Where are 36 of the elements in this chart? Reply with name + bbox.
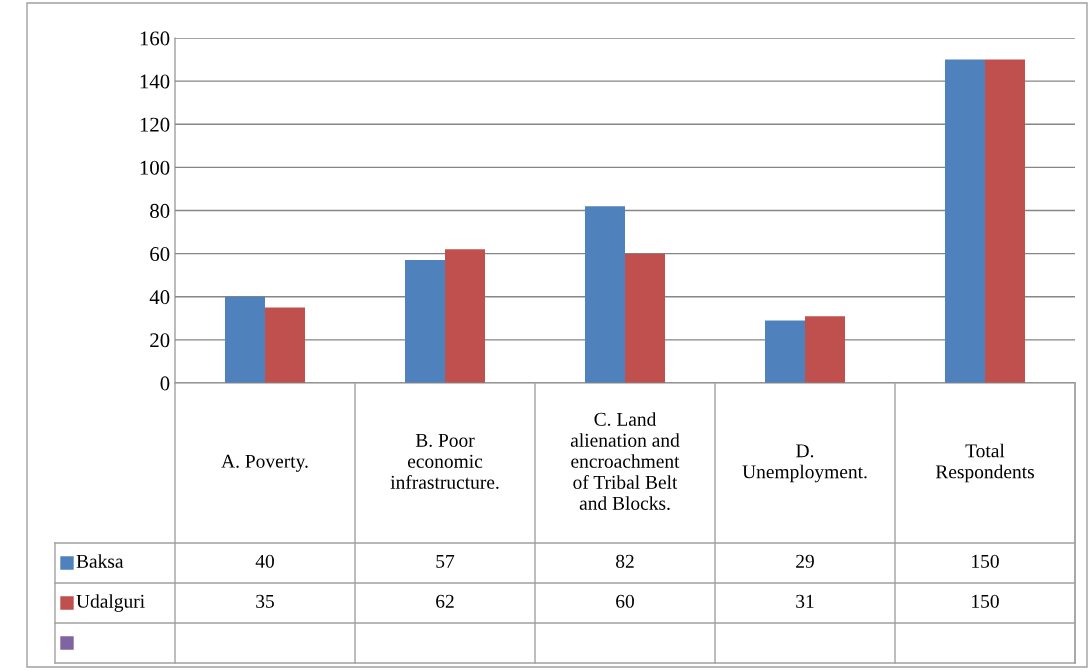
bar	[405, 260, 445, 383]
bar	[625, 253, 665, 383]
data-label: 82	[616, 554, 634, 568]
y-tick-label: 140	[140, 74, 170, 89]
x-tick-label: A. Poverty.	[221, 454, 308, 472]
legend-label: Udalguri	[76, 594, 145, 612]
bar	[765, 320, 805, 383]
y-tick-label: 160	[140, 31, 170, 46]
x-tick-label: D. Unemployment.	[742, 444, 867, 483]
y-tick-label: 80	[150, 203, 170, 218]
x-tick-label: B. Poor economic infrastructure.	[390, 433, 499, 489]
data-label: 40	[255, 554, 274, 568]
x-tick-label: C. Land alienation and encroachment of Tribal Belt and Blocks.	[570, 412, 680, 510]
y-tick-label: 0	[160, 376, 170, 391]
y-tick-label: 100	[140, 160, 170, 175]
data-label: 57	[436, 554, 455, 568]
legend-label: Baksa	[76, 554, 124, 568]
y-tick-label: 20	[150, 333, 170, 348]
bar	[585, 206, 625, 383]
y-tick-label: 120	[140, 117, 170, 132]
bar	[985, 59, 1025, 383]
data-label: 31	[796, 594, 814, 608]
data-label: 150	[972, 594, 999, 608]
bar	[225, 296, 265, 383]
x-tick-label: Total Respondents	[935, 443, 1034, 483]
y-tick-label: 40	[149, 290, 170, 305]
bar	[945, 59, 985, 383]
data-label: 35	[256, 594, 274, 608]
y-tick-label: 60	[150, 247, 170, 262]
data-label: 150	[972, 554, 999, 568]
data-label: 29	[796, 554, 814, 568]
data-label: 62	[436, 594, 454, 608]
bar	[445, 249, 485, 383]
bar	[265, 307, 305, 383]
bar	[805, 316, 845, 383]
data-label: 60	[616, 594, 634, 608]
